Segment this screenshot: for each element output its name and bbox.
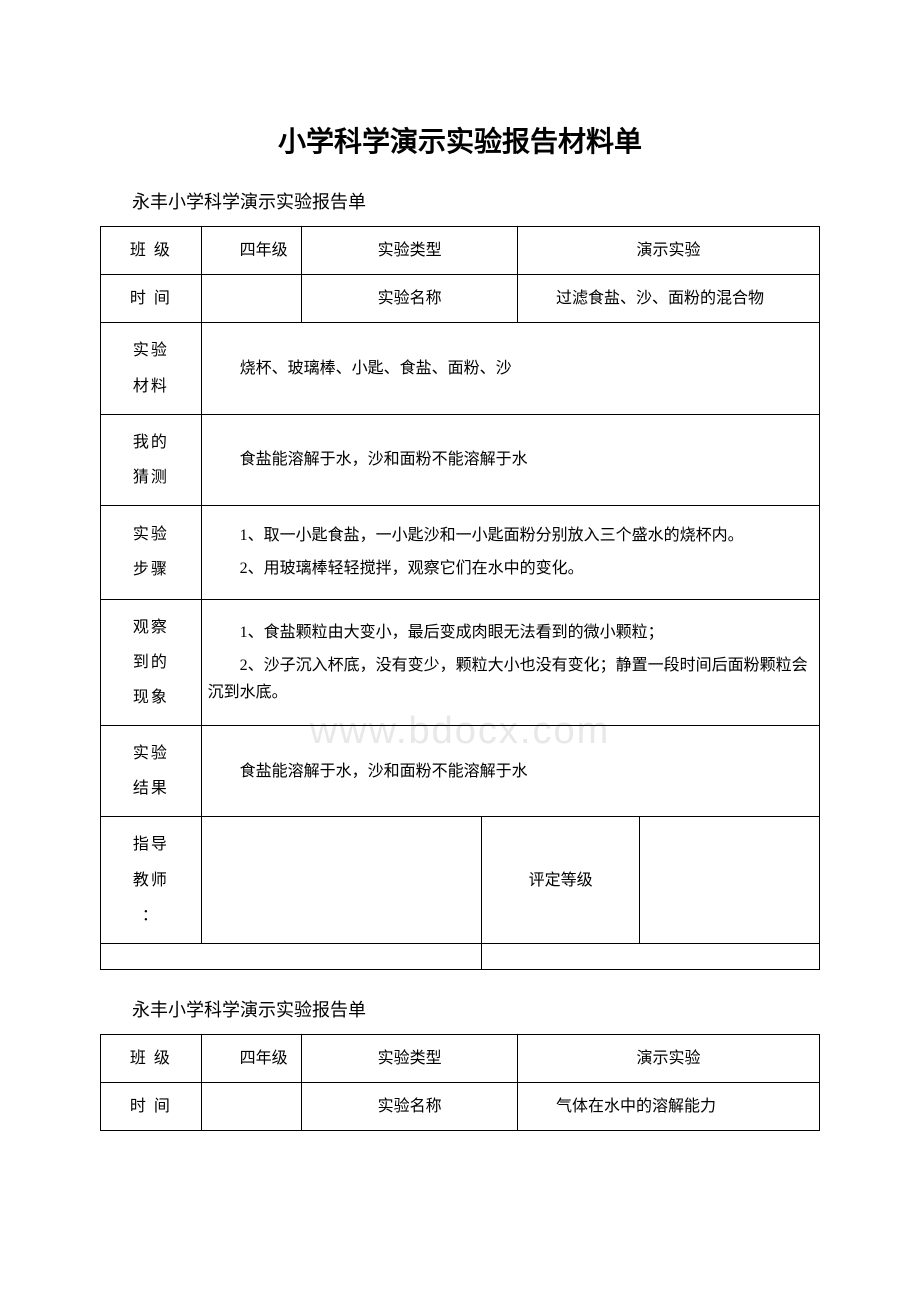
- value-exp-name-2: 气体在水中的溶解能力: [518, 1083, 820, 1131]
- page-container: www.bdocx.com 小学科学演示实验报告材料单 永丰小学科学演示实验报告…: [100, 120, 820, 1131]
- label-exp-type: 实验类型: [302, 227, 518, 275]
- value-class-2: 四年级: [201, 1035, 302, 1083]
- label-exp-name-2: 实验名称: [302, 1083, 518, 1131]
- value-teacher: [201, 817, 481, 944]
- table-row: 实验 材料 烧杯、玻璃棒、小匙、食盐、面粉、沙: [101, 323, 820, 414]
- value-time-2: [201, 1083, 302, 1131]
- label-time: 时 间: [101, 275, 202, 323]
- table-row: 实验 步骤 1、取一小匙食盐，一小匙沙和一小匙面粉分别放入三个盛水的烧杯内。 2…: [101, 506, 820, 599]
- label-exp-type-2: 实验类型: [302, 1035, 518, 1083]
- value-steps: 1、取一小匙食盐，一小匙沙和一小匙面粉分别放入三个盛水的烧杯内。 2、用玻璃棒轻…: [201, 506, 819, 599]
- value-materials: 烧杯、玻璃棒、小匙、食盐、面粉、沙: [201, 323, 819, 414]
- step-1: 1、取一小匙食盐，一小匙沙和一小匙面粉分别放入三个盛水的烧杯内。: [208, 522, 813, 549]
- label-teacher: 指导 教师 ：: [101, 817, 202, 944]
- label-class-2: 班 级: [101, 1035, 202, 1083]
- main-title: 小学科学演示实验报告材料单: [100, 120, 820, 160]
- table-row: 实验 结果 食盐能溶解于水，沙和面粉不能溶解于水: [101, 726, 820, 817]
- value-class: 四年级: [201, 227, 302, 275]
- value-result: 食盐能溶解于水，沙和面粉不能溶解于水: [201, 726, 819, 817]
- label-materials: 实验 材料: [101, 323, 202, 414]
- value-observation: 1、食盐颗粒由大变小，最后变成肉眼无法看到的微小颗粒； 2、沙子沉入杯底，没有变…: [201, 599, 819, 726]
- value-grade: [640, 817, 820, 944]
- table-row: 观察 到的 现象 1、食盐颗粒由大变小，最后变成肉眼无法看到的微小颗粒； 2、沙…: [101, 599, 820, 726]
- table2-subtitle: 永丰小学科学演示实验报告单: [132, 996, 820, 1022]
- value-exp-type: 演示实验: [518, 227, 820, 275]
- label-steps: 实验 步骤: [101, 506, 202, 599]
- table-row: 班 级 四年级 实验类型 演示实验: [101, 227, 820, 275]
- obs-2: 2、沙子沉入杯底，没有变少，颗粒大小也没有变化；静置一段时间后面粉颗粒会沉到水底…: [208, 652, 813, 706]
- value-exp-name: 过滤食盐、沙、面粉的混合物: [518, 275, 820, 323]
- value-guess: 食盐能溶解于水，沙和面粉不能溶解于水: [201, 414, 819, 505]
- label-observation: 观察 到的 现象: [101, 599, 202, 726]
- table-row: 指导 教师 ： 评定等级: [101, 817, 820, 944]
- table1-subtitle: 永丰小学科学演示实验报告单: [132, 188, 820, 214]
- report-table-1: 班 级 四年级 实验类型 演示实验 时 间 实验名称 过滤食盐、沙、面粉的混合物…: [100, 226, 820, 970]
- label-grade: 评定等级: [482, 817, 640, 944]
- label-class: 班 级: [101, 227, 202, 275]
- empty-cell: [101, 944, 482, 970]
- value-exp-type-2: 演示实验: [518, 1035, 820, 1083]
- label-exp-name: 实验名称: [302, 275, 518, 323]
- table-row: 时 间 实验名称 气体在水中的溶解能力: [101, 1083, 820, 1131]
- table-row: [101, 944, 820, 970]
- label-time-2: 时 间: [101, 1083, 202, 1131]
- label-guess: 我的 猜测: [101, 414, 202, 505]
- obs-1: 1、食盐颗粒由大变小，最后变成肉眼无法看到的微小颗粒；: [208, 619, 813, 646]
- step-2: 2、用玻璃棒轻轻搅拌，观察它们在水中的变化。: [208, 555, 813, 582]
- empty-cell: [482, 944, 820, 970]
- value-time: [201, 275, 302, 323]
- table-row: 班 级 四年级 实验类型 演示实验: [101, 1035, 820, 1083]
- report-table-2: 班 级 四年级 实验类型 演示实验 时 间 实验名称 气体在水中的溶解能力: [100, 1034, 820, 1131]
- table-row: 我的 猜测 食盐能溶解于水，沙和面粉不能溶解于水: [101, 414, 820, 505]
- label-result: 实验 结果: [101, 726, 202, 817]
- table-row: 时 间 实验名称 过滤食盐、沙、面粉的混合物: [101, 275, 820, 323]
